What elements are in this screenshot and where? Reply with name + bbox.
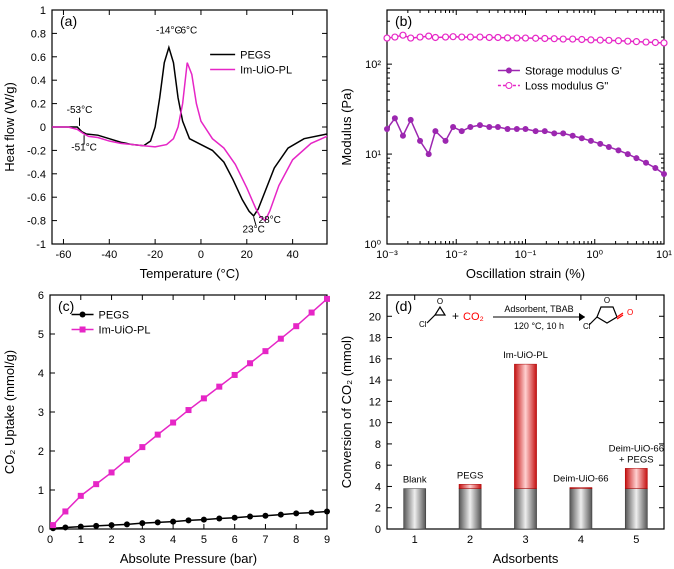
svg-text:5: 5 [38,329,44,341]
svg-text:-53°C: -53°C [67,105,93,116]
svg-text:PEGS: PEGS [240,49,271,61]
svg-text:(c): (c) [58,298,74,314]
svg-text:0: 0 [38,524,44,536]
svg-text:10⁻¹: 10⁻¹ [515,249,537,261]
svg-text:12: 12 [369,396,381,408]
panel-d: 123450246810121416182022AdsorbentsConver… [337,285,674,569]
figure-grid: -60-40-2002040-1-0.8-0.6-0.4-0.200.20.40… [0,0,674,569]
svg-text:20: 20 [241,249,253,261]
svg-text:5: 5 [201,534,207,546]
svg-text:40: 40 [287,249,299,261]
svg-text:0.8: 0.8 [31,28,46,40]
svg-text:Loss modulus G": Loss modulus G" [525,80,608,92]
svg-text:9: 9 [324,534,330,546]
svg-text:2: 2 [375,502,381,514]
svg-text:7: 7 [262,534,268,546]
svg-text:0.4: 0.4 [31,75,46,87]
svg-text:-6°C: -6°C [177,25,197,36]
svg-text:3: 3 [139,534,145,546]
svg-text:10⁰: 10⁰ [586,249,603,261]
svg-text:Temperature (°C): Temperature (°C) [140,266,240,281]
svg-text:8: 8 [293,534,299,546]
svg-text:Heat flow (W/g): Heat flow (W/g) [2,82,17,172]
svg-text:10⁻²: 10⁻² [445,249,467,261]
svg-text:PEGS: PEGS [457,470,483,481]
svg-text:14: 14 [369,375,381,387]
svg-text:0: 0 [198,249,204,261]
panel-a: -60 -40 -20 0 20 40 -1 -0.8 -0.6 -0.4 -0.2 0 0.2 0.4 0… [0,0,337,285]
svg-text:+: + [452,309,459,323]
svg-text:Oscillation strain (%): Oscillation strain (%) [466,266,585,281]
svg-text:4: 4 [38,368,44,380]
svg-text:CO₂ Uptake (mmol/g): CO₂ Uptake (mmol/g) [2,349,17,473]
svg-text:-60: -60 [56,249,72,261]
svg-text:-20: -20 [147,249,163,261]
svg-text:1: 1 [40,5,46,17]
svg-text:-0.4: -0.4 [27,169,46,181]
svg-text:20: 20 [369,311,381,323]
svg-text:PEGS: PEGS [99,309,130,321]
svg-text:120 °C, 10 h: 120 °C, 10 h [514,321,564,331]
svg-text:0: 0 [375,524,381,536]
svg-text:-0.6: -0.6 [27,192,46,204]
svg-text:2: 2 [38,446,44,458]
svg-text:Storage modulus G': Storage modulus G' [525,65,622,77]
svg-text:0: 0 [40,122,46,134]
svg-text:4: 4 [578,534,584,546]
svg-text:5: 5 [633,534,639,546]
svg-text:0: 0 [47,534,53,546]
svg-text:0.6: 0.6 [31,52,46,64]
svg-text:O: O [437,297,443,306]
svg-text:1: 1 [78,534,84,546]
svg-text:CO₂: CO₂ [463,311,484,323]
svg-text:6: 6 [38,290,44,302]
svg-text:1: 1 [412,534,418,546]
svg-text:Blank: Blank [403,474,427,485]
svg-text:10⁰: 10⁰ [364,239,381,251]
svg-text:-1: -1 [36,239,46,251]
svg-text:Deim-UiO-66: Deim-UiO-66 [553,473,608,484]
svg-text:18: 18 [369,332,381,344]
svg-text:-0.2: -0.2 [27,145,46,157]
svg-text:(d): (d) [395,298,412,314]
panel-b: 10⁻³10⁻²10⁻¹10⁰10¹10⁰10¹10²Oscillation s… [337,0,674,285]
svg-text:Im-UiO-PL: Im-UiO-PL [240,64,292,76]
svg-text:O: O [604,296,610,305]
svg-text:Adsorbents: Adsorbents [493,551,559,566]
svg-text:22: 22 [369,290,381,302]
svg-text:Absolute Pressure (bar): Absolute Pressure (bar) [120,551,257,566]
svg-text:4: 4 [375,481,381,493]
svg-text:(b): (b) [395,13,412,29]
svg-text:3: 3 [522,534,528,546]
svg-text:(a): (a) [60,13,77,29]
svg-text:28°C: 28°C [259,215,281,226]
svg-text:Im-UiO-PL: Im-UiO-PL [503,350,548,361]
svg-text:Conversion of CO₂ (mmol): Conversion of CO₂ (mmol) [339,335,354,487]
svg-text:Cl: Cl [419,320,427,329]
svg-text:+ PEGS: + PEGS [619,454,654,465]
svg-text:3: 3 [38,407,44,419]
svg-text:Adsorbent, TBAB: Adsorbent, TBAB [504,304,573,314]
svg-text:1: 1 [38,485,44,497]
svg-text:2: 2 [108,534,114,546]
svg-text:O: O [627,308,633,317]
svg-text:Im-UiO-PL: Im-UiO-PL [99,324,151,336]
svg-text:Modulus (Pa): Modulus (Pa) [339,88,354,165]
svg-text:-0.8: -0.8 [27,216,46,228]
svg-text:10: 10 [369,417,381,429]
svg-text:Deim-UiO-66: Deim-UiO-66 [609,443,664,454]
svg-text:16: 16 [369,353,381,365]
svg-text:-40: -40 [101,249,117,261]
svg-text:8: 8 [375,438,381,450]
svg-text:Cl: Cl [583,322,591,331]
svg-text:10¹: 10¹ [656,249,672,261]
panel-c: 0 1 2 3 4 5 6 7 8 9 0 1 2 3 4 5 6 Absolute Pressure (bar)… [0,285,337,569]
svg-text:0.2: 0.2 [31,99,46,111]
svg-text:10¹: 10¹ [365,149,381,161]
svg-text:10²: 10² [365,59,381,71]
svg-text:2: 2 [467,534,473,546]
svg-text:6: 6 [375,460,381,472]
svg-text:4: 4 [170,534,176,546]
svg-text:6: 6 [232,534,238,546]
